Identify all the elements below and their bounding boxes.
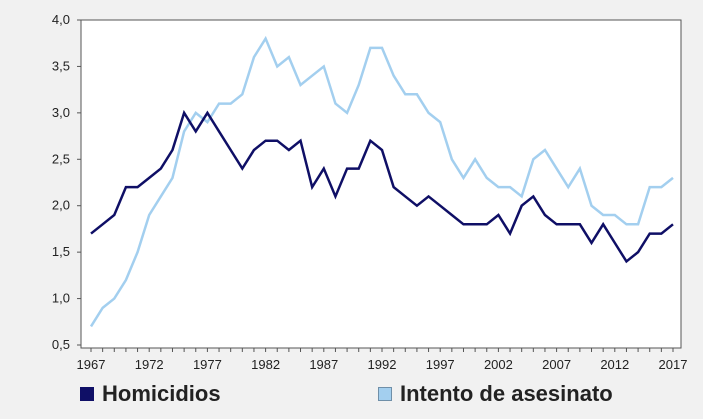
x-tick-label: 1977 <box>193 357 222 372</box>
plot-area <box>80 19 682 349</box>
x-tick-label: 1972 <box>135 357 164 372</box>
y-tick-label: 1,0 <box>52 291 70 306</box>
y-tick-label: 2,0 <box>52 198 70 213</box>
legend-label-homicidios: Homicidios <box>102 381 221 406</box>
legend-swatch-homicidios <box>80 387 94 401</box>
y-tick-label: 3,0 <box>52 105 70 120</box>
x-tick-label: 2007 <box>542 357 571 372</box>
y-axis-ticks: 0,5 1,0 1,5 2,0 2,5 3,0 3,5 4,0 <box>52 12 81 352</box>
legend-item-intento-de-asesinato: Intento de asesinato <box>378 378 613 410</box>
series-lines <box>89 35 674 328</box>
x-axis-ticks: 1967 1972 1977 1982 1987 1992 1997 2002 2007 2012… <box>77 348 688 372</box>
y-tick-label: 1,5 <box>52 244 70 259</box>
legend-label-intento-de-asesinato: Intento de asesinato <box>400 381 613 406</box>
x-tick-label: 2002 <box>484 357 513 372</box>
x-tick-label: 2017 <box>659 357 688 372</box>
y-tick-label: 3,5 <box>52 58 70 73</box>
y-tick-label: 2,5 <box>52 151 70 166</box>
series-line-homicidios <box>90 109 674 264</box>
x-tick-label: 1982 <box>251 357 280 372</box>
legend-item-homicidios: Homicidios <box>80 378 221 410</box>
x-tick-label: 1967 <box>77 357 106 372</box>
x-tick-label: 1997 <box>426 357 455 372</box>
y-tick-label: 0,5 <box>52 337 70 352</box>
x-tick-label: 1992 <box>368 357 397 372</box>
series-line-intento-de-asesinato <box>89 35 674 328</box>
legend-swatch-intento-de-asesinato <box>378 387 392 401</box>
x-tick-label: 1987 <box>309 357 338 372</box>
x-tick-label: 2012 <box>600 357 629 372</box>
y-tick-label: 4,0 <box>52 12 70 27</box>
